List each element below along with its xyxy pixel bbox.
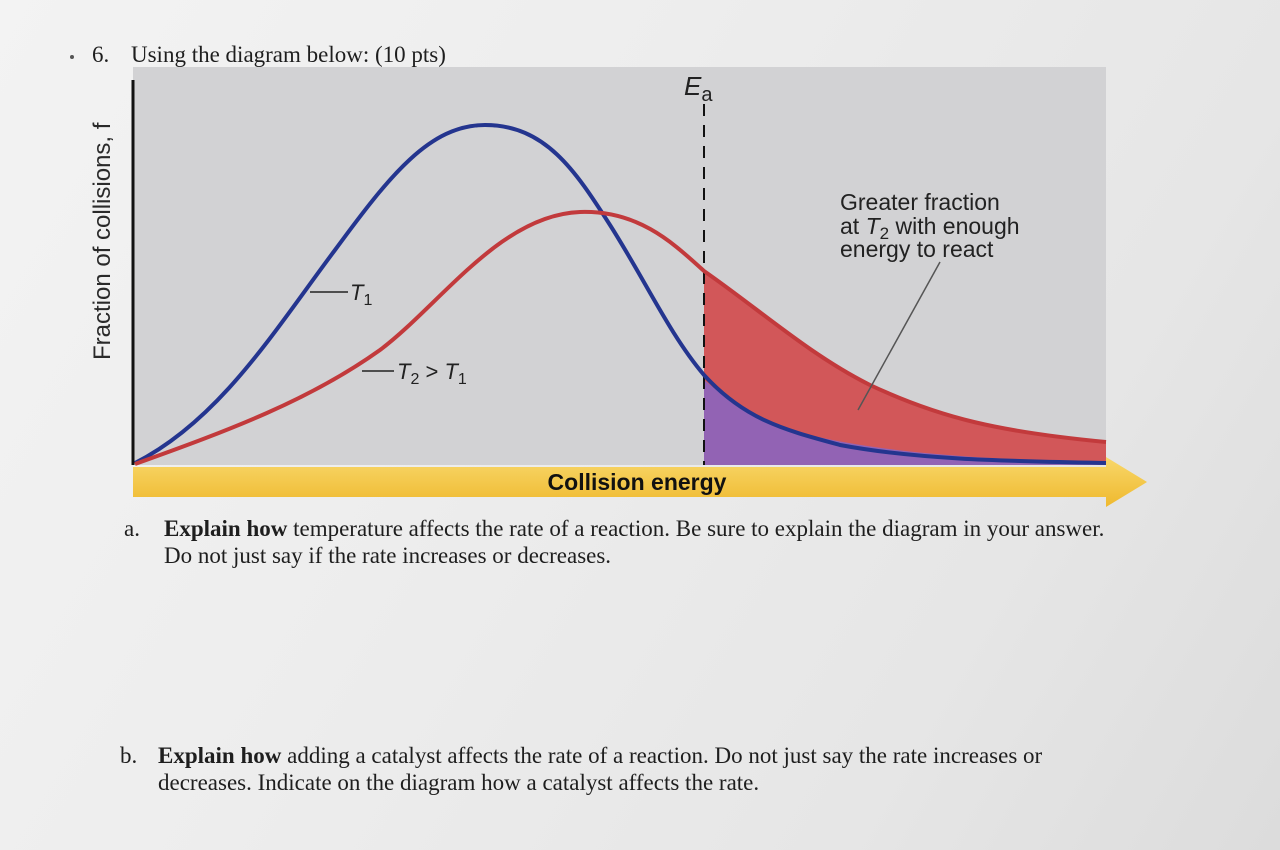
part-b-letter: b.: [120, 743, 138, 768]
overlap-fill-region: [704, 380, 1106, 465]
question-title: Using the diagram below: (10 pts): [131, 42, 446, 67]
t2-curve: [134, 209, 1107, 466]
bullet-dot: [70, 55, 74, 59]
part-b-text: Explain how adding a catalyst affects th…: [158, 742, 1133, 796]
part-b-bold: Explain how: [158, 743, 282, 768]
part-a-letter: a.: [124, 516, 140, 541]
part-a: a. Explain how temperature affects the r…: [124, 515, 1124, 575]
annotation-pointer-line: [857, 261, 941, 411]
ea-label: Ea: [684, 71, 713, 106]
part-a-bold: Explain how: [164, 516, 288, 541]
y-axis-label: Fraction of collisions, f: [89, 122, 116, 360]
annotation-line-3: energy to react: [840, 236, 994, 262]
diagram-panel: [133, 67, 1106, 465]
x-axis-arrow: [133, 457, 1147, 507]
t2-label: T2 > T1: [397, 359, 467, 388]
annotation-line-2: at T2 with enough: [840, 213, 1020, 243]
t1-curve: [134, 122, 1107, 465]
part-a-rest: temperature affects the rate of a reacti…: [164, 516, 1105, 568]
part-b: b. Explain how adding a catalyst affects…: [120, 742, 1140, 802]
part-b-rest: adding a catalyst affects the rate of a …: [158, 743, 1043, 795]
x-axis-label: Collision energy: [548, 469, 727, 495]
t2-fill-region: [704, 271, 1106, 465]
annotation-line-1: Greater fraction: [840, 189, 1000, 215]
question-number: 6.: [92, 42, 110, 67]
t1-label: T1: [350, 280, 372, 309]
part-a-text: Explain how temperature affects the rate…: [164, 515, 1114, 569]
